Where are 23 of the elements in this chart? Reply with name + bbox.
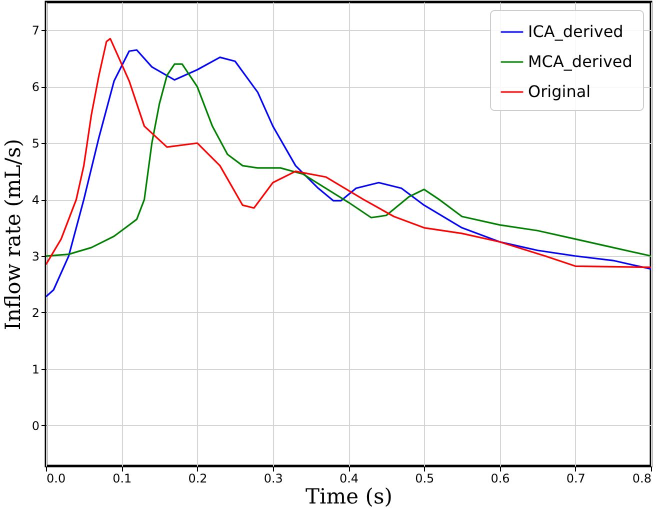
x-tick-label: 0.5: [415, 472, 434, 486]
x-tick-label: 0.7: [566, 472, 586, 486]
x-tick-label: 0.1: [112, 472, 132, 486]
y-tick-label: 0: [32, 418, 40, 433]
x-axis-title: Time (s): [306, 484, 392, 508]
y-axis-title: Inflow rate (mL/s): [0, 138, 25, 330]
x-tick-label: 0.3: [264, 472, 283, 486]
y-tick-label: 2: [32, 306, 40, 320]
y-tick-label: 5: [32, 136, 40, 151]
legend-label: ICA_derived: [528, 22, 624, 41]
y-tick-label: 7: [32, 24, 40, 38]
y-tick-label: 3: [32, 250, 40, 264]
x-tick-label: 0.4: [339, 472, 359, 486]
y-tick-label: 1: [32, 362, 40, 376]
x-tick-label: 0.8: [632, 472, 652, 486]
x-tick-label: 0.6: [490, 472, 510, 486]
legend-label: Original: [528, 82, 591, 101]
x-tick-label: 0.0: [46, 472, 66, 486]
y-tick-label: 4: [32, 193, 40, 208]
y-tick-label: 6: [32, 80, 40, 94]
line-series: [46, 49, 651, 298]
x-tick-label: 0.2: [188, 472, 208, 486]
legend-label: MCA_derived: [528, 52, 632, 71]
